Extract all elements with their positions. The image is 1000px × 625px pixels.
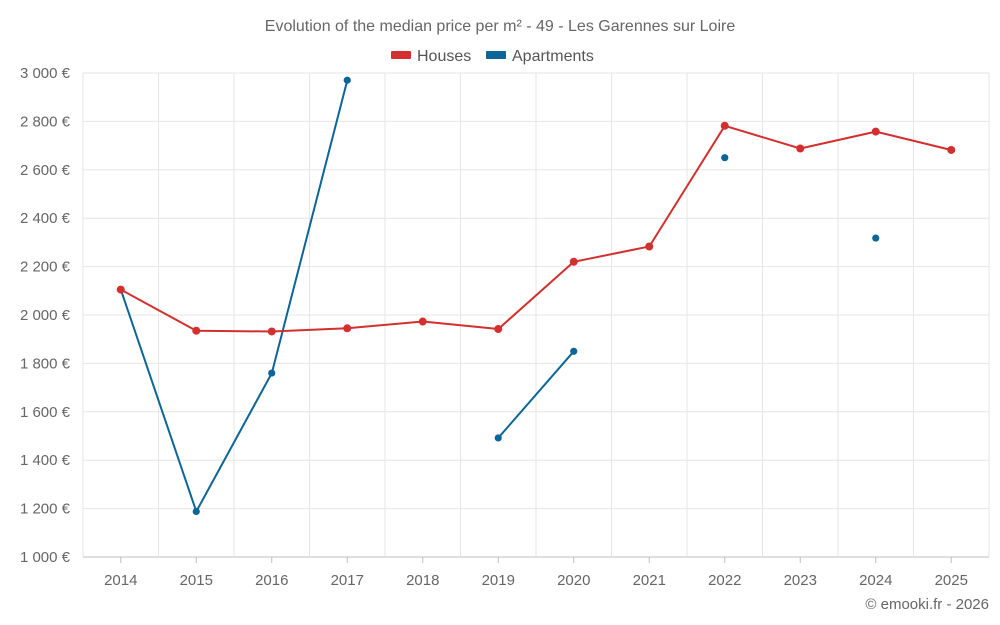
x-axis-ticks: 2014 2015 2016 2017 2018 2019 2020 2021 2022 2023… bbox=[104, 557, 968, 589]
legend-item-apartments[interactable]: Apartments bbox=[486, 48, 594, 65]
series-apartments bbox=[117, 76, 880, 516]
y-tick-label: 2 600 € bbox=[20, 162, 71, 179]
series-houses bbox=[116, 121, 956, 336]
y-tick-label: 1 000 € bbox=[20, 549, 71, 566]
x-tick-label: 2023 bbox=[784, 572, 817, 589]
point-apartments-2016[interactable] bbox=[268, 369, 276, 377]
line-apartments bbox=[119, 80, 349, 513]
point-apartments-2015[interactable] bbox=[192, 507, 200, 516]
point-apartments-2019[interactable] bbox=[494, 434, 502, 442]
legend-label-apartments: Apartments bbox=[512, 48, 594, 65]
grid bbox=[82, 72, 990, 558]
y-tick-label: 2 400 € bbox=[20, 210, 71, 227]
y-tick-label: 2 000 € bbox=[20, 307, 71, 324]
y-tick-label: 2 800 € bbox=[20, 113, 71, 130]
y-axis-ticks: 1 000 € 1 200 € 1 400 € 1 600 € 1 800 € 2 000… bbox=[20, 65, 71, 566]
point-houses-2023[interactable] bbox=[796, 144, 805, 153]
point-apartments-2020[interactable] bbox=[570, 347, 578, 355]
x-tick-label: 2019 bbox=[482, 572, 515, 589]
x-tick-label: 2018 bbox=[406, 572, 439, 589]
x-tick-label: 2017 bbox=[331, 572, 364, 589]
x-tick-label: 2021 bbox=[633, 572, 666, 589]
chart-title: Evolution of the median price per m² - 4… bbox=[265, 18, 736, 35]
legend-swatch-apartments bbox=[486, 51, 506, 59]
y-tick-label: 1 400 € bbox=[20, 452, 71, 469]
point-apartments-2017[interactable] bbox=[343, 76, 351, 84]
x-tick-label: 2024 bbox=[859, 572, 892, 589]
legend-item-houses[interactable]: Houses bbox=[391, 48, 471, 65]
x-tick-label: 2016 bbox=[255, 572, 288, 589]
y-tick-label: 1 600 € bbox=[20, 404, 71, 421]
point-houses-2025[interactable] bbox=[947, 145, 956, 154]
x-tick-label: 2022 bbox=[708, 572, 741, 589]
x-tick-label: 2015 bbox=[180, 572, 213, 589]
point-houses-2019[interactable] bbox=[494, 325, 503, 334]
y-tick-label: 1 800 € bbox=[20, 355, 71, 372]
point-houses-2018[interactable] bbox=[418, 317, 427, 326]
point-houses-2016[interactable] bbox=[267, 327, 276, 336]
x-tick-label: 2020 bbox=[557, 572, 590, 589]
y-tick-label: 2 200 € bbox=[20, 259, 71, 276]
line-apartments bbox=[497, 350, 575, 439]
x-tick-label: 2025 bbox=[935, 572, 968, 589]
point-apartments-2024[interactable] bbox=[872, 234, 880, 242]
legend-swatch-houses bbox=[391, 51, 411, 59]
line-houses bbox=[120, 124, 952, 333]
y-tick-label: 1 200 € bbox=[20, 501, 71, 518]
point-houses-2014[interactable] bbox=[116, 285, 125, 294]
point-houses-2015[interactable] bbox=[192, 326, 201, 335]
point-houses-2024[interactable] bbox=[871, 127, 880, 136]
x-tick-label: 2014 bbox=[104, 572, 137, 589]
point-houses-2021[interactable] bbox=[645, 242, 654, 251]
point-houses-2022[interactable] bbox=[720, 121, 729, 130]
point-houses-2017[interactable] bbox=[343, 324, 352, 333]
legend-label-houses: Houses bbox=[417, 48, 471, 65]
legend: Houses Apartments bbox=[391, 48, 594, 65]
credit: © emooki.fr - 2026 bbox=[865, 596, 989, 613]
series bbox=[116, 76, 956, 516]
point-houses-2020[interactable] bbox=[569, 257, 578, 266]
y-tick-label: 3 000 € bbox=[20, 65, 71, 82]
point-apartments-2022[interactable] bbox=[721, 154, 729, 162]
